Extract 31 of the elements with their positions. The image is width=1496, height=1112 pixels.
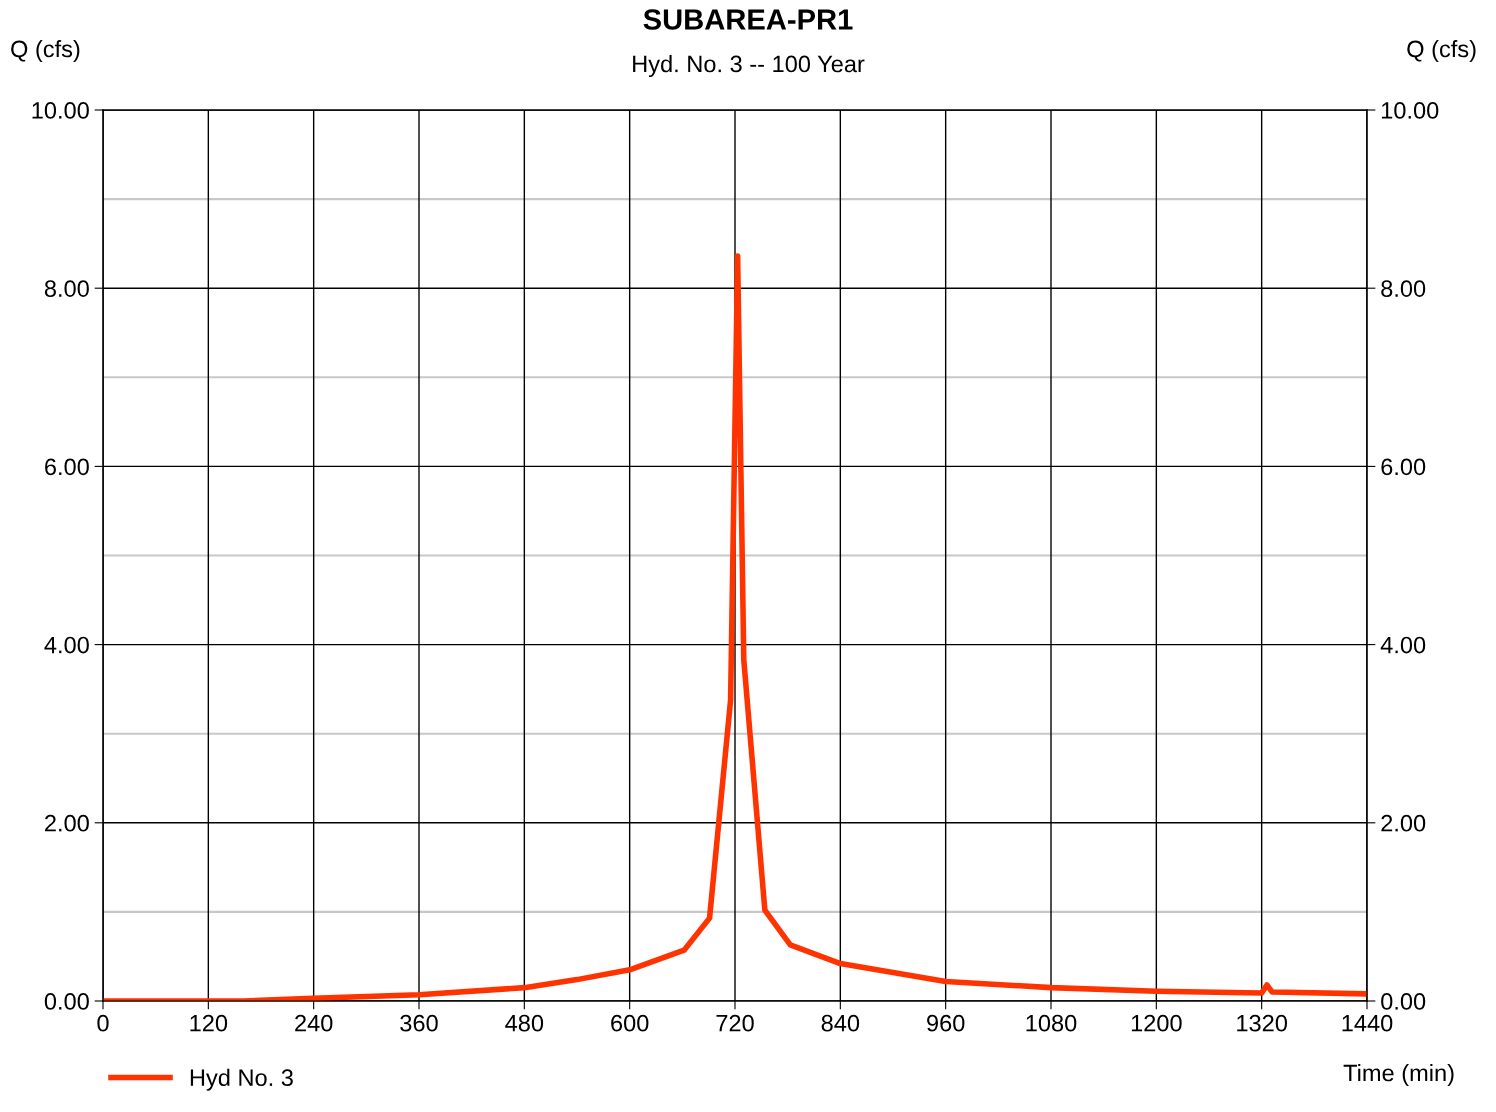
- y-tick-label: 8.00: [44, 280, 89, 297]
- y2-tick-label: 8.00: [1381, 280, 1426, 297]
- y2-axis-title: Q (cfs): [1407, 40, 1476, 62]
- x-tick-label: 1440: [1342, 1014, 1393, 1032]
- y-tick-label: 4.00: [44, 636, 89, 654]
- x-tick-label: 600: [611, 1014, 649, 1032]
- y-tick-label: 10.00: [32, 102, 89, 119]
- chart-subtitle: Hyd. No. 3 -- 100 Year: [633, 55, 865, 77]
- x-tick-label: 120: [190, 1014, 228, 1032]
- x-tick-label: 240: [295, 1014, 333, 1032]
- y-tick-label: 2.00: [45, 814, 89, 832]
- y2-tick-label: 2.00: [1381, 814, 1426, 832]
- x-tick-label: 840: [821, 1014, 860, 1032]
- y-tick-label: 6.00: [45, 458, 89, 476]
- y2-tick-label: 10.00: [1381, 102, 1439, 119]
- y2-tick-label: 6.00: [1381, 458, 1426, 476]
- y2-tick-label: 4.00: [1380, 636, 1426, 654]
- x-tick-label: 1200: [1131, 1014, 1182, 1032]
- x-axis-title: Time (min): [1343, 1063, 1454, 1086]
- x-tick-label: 1080: [1026, 1014, 1077, 1032]
- x-tick-label: 1320: [1237, 1014, 1288, 1032]
- x-tick-label: 960: [927, 1014, 965, 1032]
- chart-title: SUBAREA-PR1: [643, 9, 853, 30]
- y2-tick-label: 0.00: [1381, 993, 1426, 1010]
- x-tick-label: 0: [97, 1014, 109, 1032]
- legend-label: Hyd No. 3: [190, 1068, 293, 1091]
- y-axis-title: Q (cfs): [11, 40, 80, 62]
- y-tick-label: 0.00: [44, 993, 89, 1010]
- x-tick-label: 360: [400, 1014, 438, 1032]
- x-tick-label: 480: [505, 1014, 544, 1032]
- x-tick-label: 720: [716, 1014, 754, 1032]
